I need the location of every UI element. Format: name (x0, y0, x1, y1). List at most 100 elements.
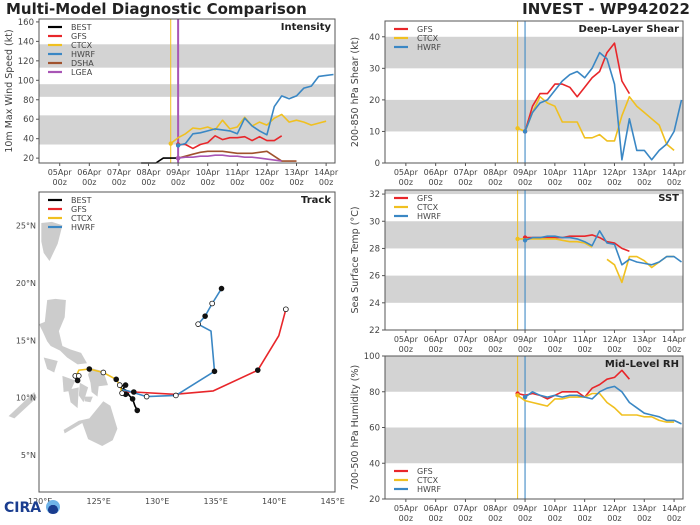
track-position-marker (74, 377, 81, 384)
x-tick-label: 00z (260, 178, 274, 187)
x-tick-label: 12Apr (602, 335, 627, 344)
track-position-marker (134, 407, 141, 414)
series-line-hwrf (177, 73, 334, 147)
x-tick-label: 00z (428, 345, 442, 354)
sst-chart (382, 189, 684, 333)
y-tick-label: 0 (375, 159, 380, 169)
y-axis-label: 10m Max Wind Speed (kt) (4, 29, 15, 152)
x-tick-label: 13Apr (285, 168, 310, 177)
lat-tick-label: 15°N (16, 336, 36, 345)
start-point-hwrf (175, 143, 181, 148)
x-tick-label: 00z (458, 178, 472, 187)
x-tick-label: 14Apr (662, 504, 687, 513)
x-tick-label: 00z (577, 345, 591, 354)
lat-tick-label: 5°N (21, 451, 36, 460)
series-line-ctcx (517, 392, 675, 423)
track-position-marker (218, 285, 225, 292)
x-tick-label: 00z (171, 178, 185, 187)
x-tick-label: 05Apr (394, 504, 419, 513)
x-tick-label: 00z (399, 178, 413, 187)
x-tick-label: 00z (607, 345, 621, 354)
cira-logo: CIRA (4, 500, 60, 516)
landmass (78, 382, 89, 403)
x-tick-label: 00z (577, 514, 591, 523)
x-tick-label: 10Apr (543, 335, 568, 344)
y-tick-label: 60 (369, 424, 380, 434)
panel-title: Deep-Layer Shear (579, 24, 680, 35)
x-tick-label: 00z (577, 178, 591, 187)
y-tick-label: 26 (369, 272, 380, 282)
y-tick-label: 20 (369, 495, 380, 505)
y-tick-label: 40 (369, 33, 380, 43)
legend-label: BEST (71, 196, 92, 205)
x-tick-label: 08Apr (137, 168, 162, 177)
plot-frame (384, 189, 684, 331)
shaded-band (385, 427, 683, 464)
series-line-best (141, 157, 179, 164)
x-tick-label: 12Apr (255, 168, 280, 177)
y-tick-label: 160 (18, 18, 34, 28)
x-tick-label: 11Apr (573, 168, 598, 177)
x-tick-label: 12Apr (602, 504, 627, 513)
track-position-marker (173, 392, 179, 399)
lon-tick-label: 120°E (28, 497, 52, 506)
y-tick-label: 22 (369, 326, 380, 336)
x-tick-label: 00z (488, 514, 502, 523)
legend-label: CTCX (417, 203, 439, 212)
shaded-band (385, 190, 683, 195)
x-tick-label: 10Apr (543, 504, 568, 513)
landmass (43, 357, 58, 373)
series-line-gfs (178, 135, 283, 150)
x-tick-label: 00z (289, 178, 303, 187)
y-tick-label: 28 (369, 244, 380, 254)
start-point-hwrf (522, 238, 528, 243)
track-position-marker (75, 373, 82, 379)
cira-logo-text: CIRA (4, 500, 42, 516)
legend-label: GFS (417, 467, 433, 476)
x-tick-label: 12Apr (602, 168, 627, 177)
x-tick-label: 10Apr (543, 168, 568, 177)
x-tick-label: 14Apr (662, 168, 687, 177)
series-line-hwrf (524, 230, 682, 266)
track-position-marker (119, 390, 125, 396)
start-point-ctcx (168, 141, 173, 146)
x-tick-label: 11Apr (573, 504, 598, 513)
y-tick-label: 120 (18, 57, 34, 67)
x-tick-label: 07Apr (107, 168, 132, 177)
x-tick-label: 00z (319, 178, 333, 187)
y-axis-label: Sea Surface Temp (°C) (350, 206, 361, 313)
y-tick-label: 10 (369, 127, 380, 137)
x-tick-label: 05Apr (394, 168, 419, 177)
x-tick-label: 00z (518, 345, 532, 354)
x-tick-label: 00z (82, 178, 96, 187)
x-tick-label: 13Apr (632, 504, 657, 513)
y-tick-label: 80 (369, 388, 380, 398)
legend-label: DSHA (71, 59, 94, 68)
series-line-gfs (524, 42, 631, 132)
x-tick-label: 00z (399, 345, 413, 354)
x-tick-label: 00z (53, 178, 67, 187)
x-tick-label: 00z (637, 514, 651, 523)
y-tick-label: 40 (369, 459, 380, 469)
legend-label: GFS (71, 32, 87, 41)
rh-chart (382, 355, 684, 502)
x-tick-label: 06Apr (424, 504, 449, 513)
shaded-band (39, 84, 335, 97)
start-point-ctcx (515, 393, 520, 398)
start-point-ctcx (515, 126, 520, 131)
x-tick-label: 00z (548, 345, 562, 354)
track-position-marker (129, 396, 136, 402)
x-tick-label: 00z (667, 178, 681, 187)
x-tick-label: 00z (488, 345, 502, 354)
legend-label: GFS (417, 194, 433, 203)
landmass (41, 221, 63, 261)
track-position-marker (113, 376, 120, 383)
x-tick-label: 06Apr (424, 335, 449, 344)
main-title: Multi-Model Diagnostic Comparison (6, 0, 307, 18)
legend-label: HWRF (417, 485, 441, 494)
shaded-band (385, 275, 683, 303)
shaded-band (39, 115, 335, 145)
series-line-dsha (177, 150, 297, 162)
landmass (68, 387, 79, 409)
